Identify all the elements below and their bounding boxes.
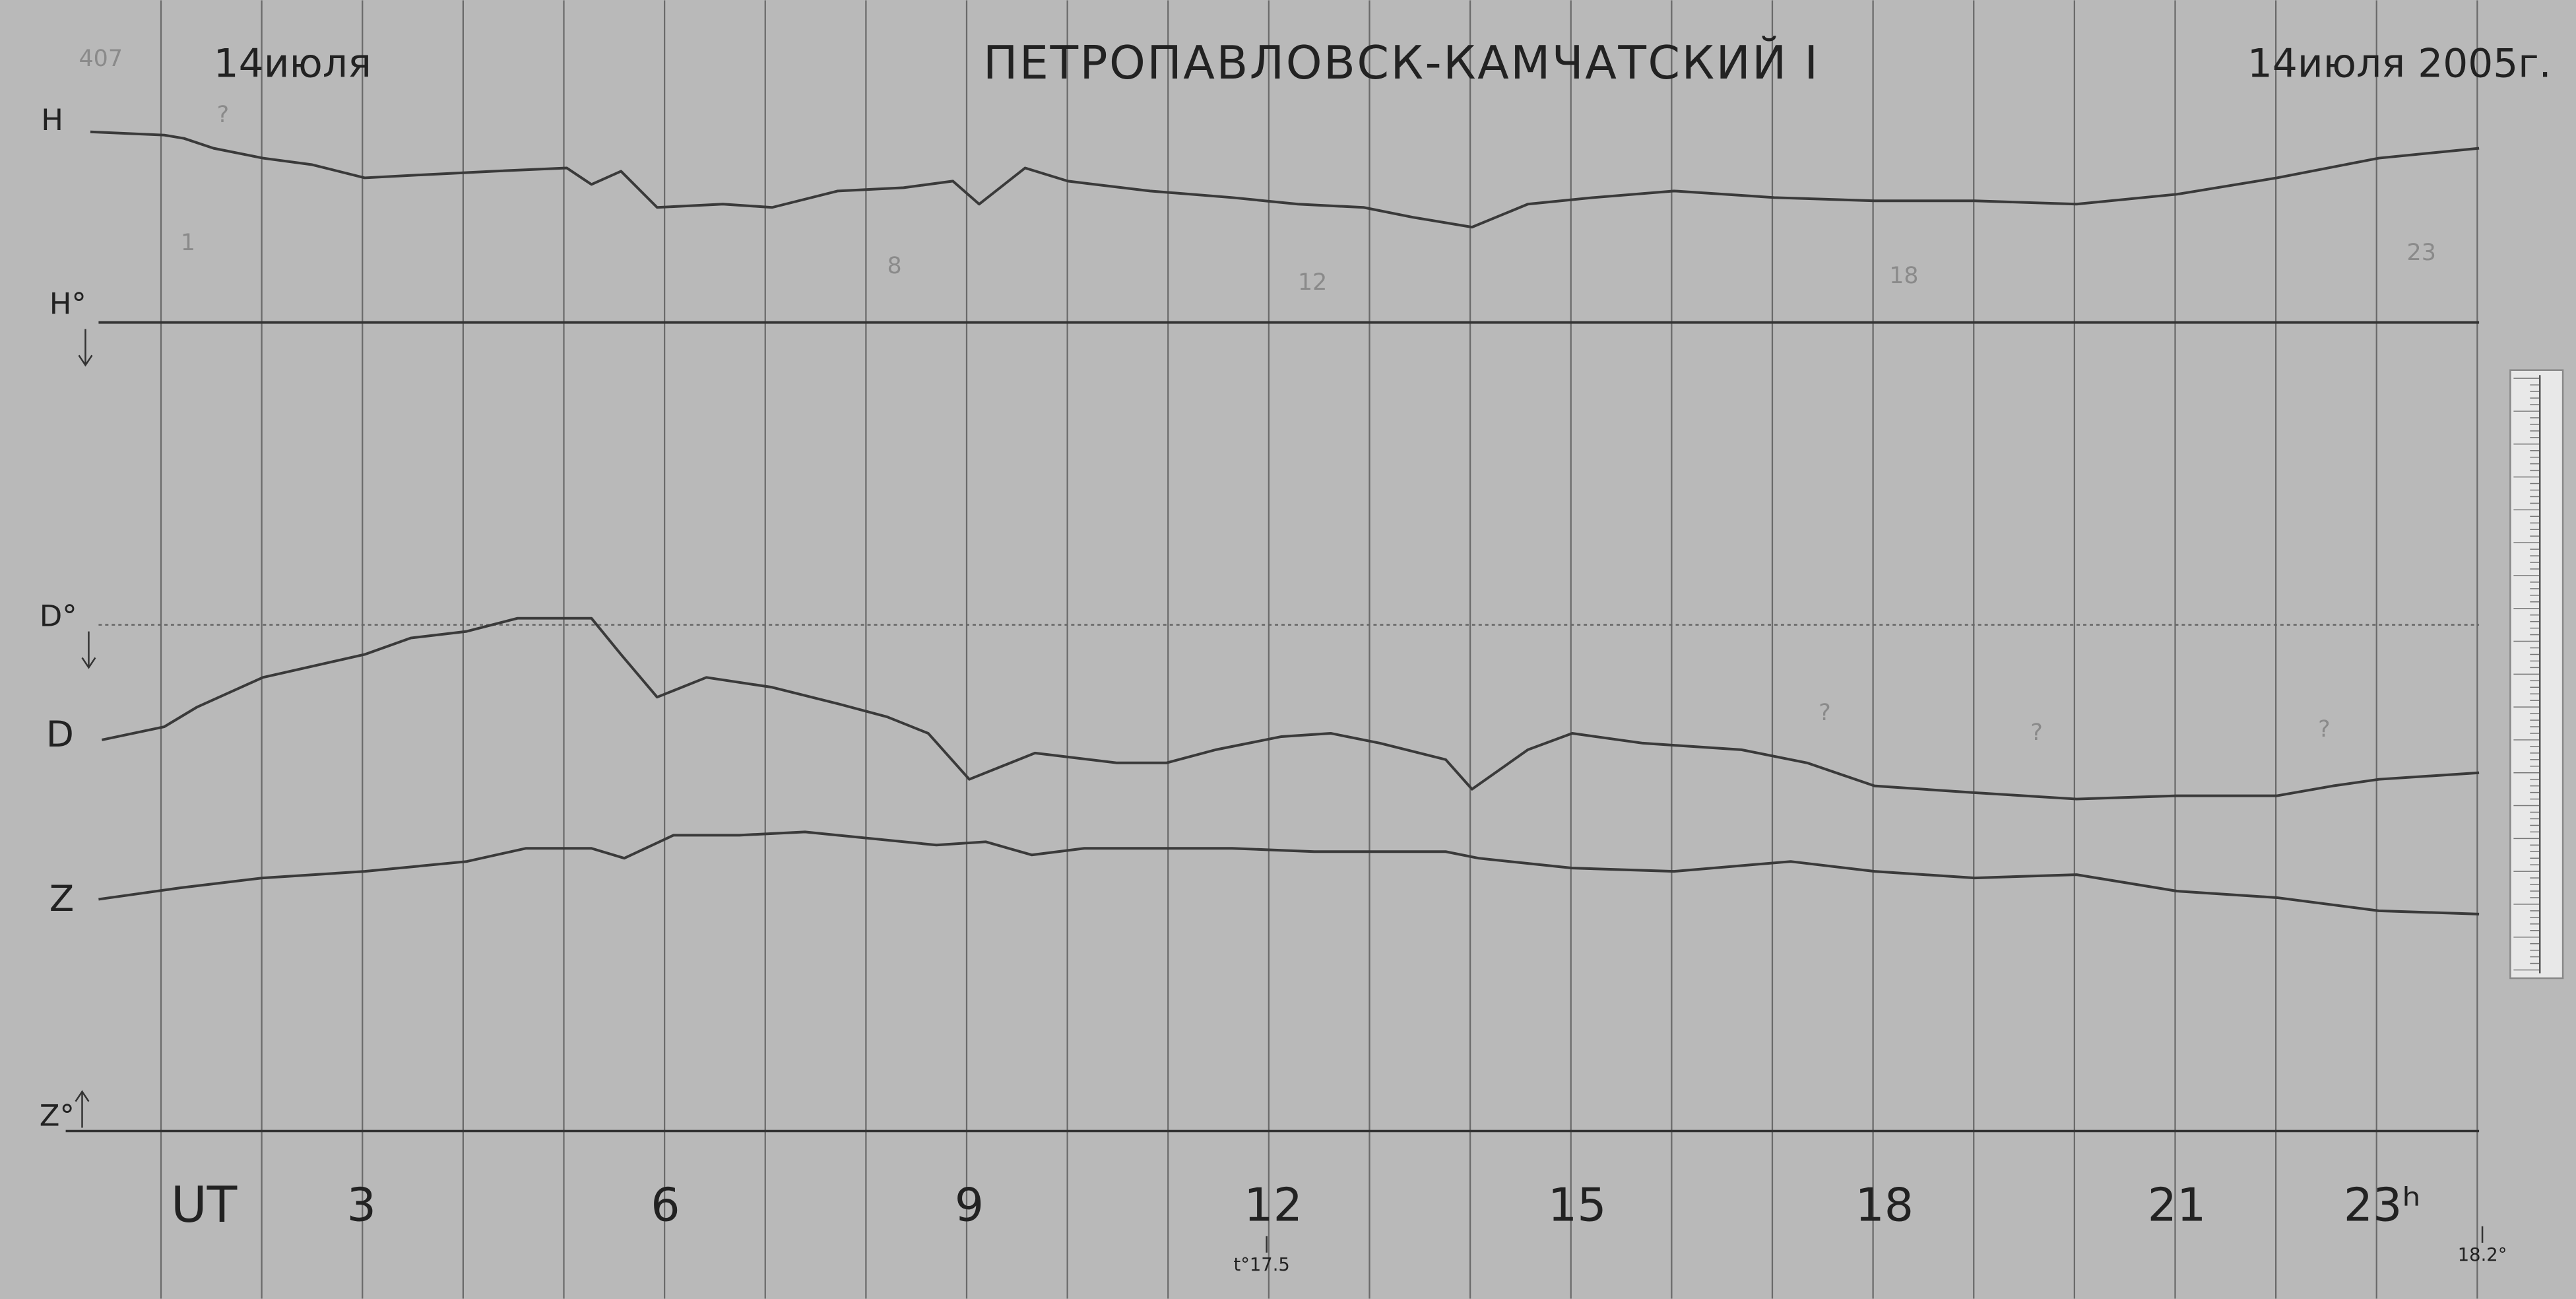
pencil-hour: 12 — [1298, 269, 1327, 296]
d-base-label: D° — [40, 599, 77, 634]
hour-label: 6 — [651, 1179, 680, 1232]
z-trace — [98, 830, 2480, 916]
hour-labels: 3 6 9 12 15 18 21 23ʰ — [347, 1179, 2421, 1232]
hour-label: 15 — [1548, 1179, 1607, 1232]
right-date: 14июля 2005г. — [2247, 42, 2552, 87]
left-date: 14июля — [214, 42, 371, 87]
hour-label: 23ʰ — [2344, 1179, 2421, 1232]
pencil-hour: 8 — [887, 253, 901, 279]
question-mark: ? — [2318, 716, 2331, 743]
start-temperature: t°17.5 — [1233, 1255, 1289, 1275]
d-trace — [101, 616, 2480, 801]
grid — [160, 0, 2478, 1299]
h-trace — [90, 130, 2480, 229]
question-mark: ? — [217, 102, 230, 128]
title: ПЕТРОПАВЛОВСК-КАМЧАТСКИЙ I — [983, 36, 1820, 90]
z-label: Z — [49, 877, 75, 919]
h-label: H — [41, 102, 63, 137]
pencil-hour: 18 — [1889, 263, 1918, 289]
question-mark: ? — [2030, 719, 2043, 746]
corner-note: 407 — [79, 46, 123, 72]
pencil-hour: 1 — [181, 230, 195, 256]
hour-label: 3 — [347, 1179, 376, 1232]
calibration-strip — [2509, 369, 2564, 980]
pencil-hour: 23 — [2407, 240, 2436, 266]
z-base-label: Z° — [40, 1098, 75, 1133]
h-base-label: H° — [49, 286, 86, 321]
hour-label: 9 — [955, 1179, 984, 1232]
hour-label: 12 — [1244, 1179, 1303, 1232]
d-label: D — [46, 713, 74, 755]
arrows — [75, 329, 2484, 1253]
hour-label: 21 — [2148, 1179, 2206, 1232]
end-temperature: 18.2° — [2458, 1245, 2507, 1265]
hour-label: 18 — [1855, 1179, 1914, 1232]
ut-label: UT — [171, 1176, 238, 1234]
question-mark: ? — [1819, 700, 1831, 726]
